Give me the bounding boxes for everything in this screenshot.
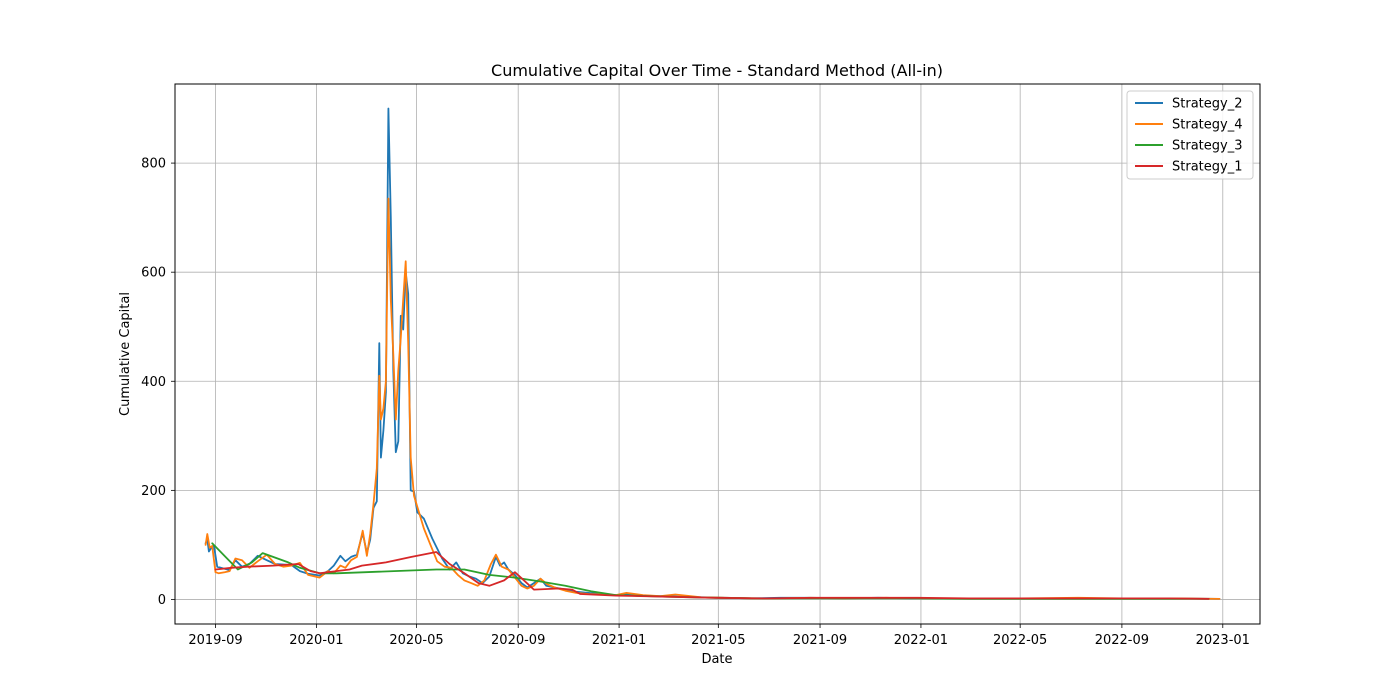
- legend-entry: Strategy_2: [1172, 97, 1242, 112]
- x-tick-label: 2022-05: [993, 633, 1047, 648]
- plot-frame: [174, 83, 1261, 625]
- x-tick-label: 2022-09: [1095, 633, 1149, 648]
- x-tick-label: 2020-09: [491, 633, 545, 648]
- y-tick-label: 0: [158, 593, 166, 608]
- y-tick-label: 200: [141, 484, 166, 499]
- x-tick-label: 2023-01: [1196, 633, 1250, 648]
- x-tick-label: 2021-01: [592, 633, 646, 648]
- legend-entry: Strategy_1: [1172, 160, 1242, 175]
- x-tick-label: 2021-05: [691, 633, 745, 648]
- ticks-layer: 2019-09 2020-01 2020-05 2020-09 2021-01 2021-…: [141, 157, 1250, 648]
- legend: Strategy_2 Strategy_4 Strategy_3 Strategy_1: [1126, 90, 1254, 180]
- legend-entry: Strategy_3: [1172, 139, 1242, 154]
- x-tick-label: 2020-01: [289, 633, 343, 648]
- chart-title: Cumulative Capital Over Time - Standard …: [491, 61, 943, 80]
- x-tick-label: 2021-09: [793, 633, 847, 648]
- x-axis-label: Date: [701, 652, 732, 667]
- x-tick-label: 2022-01: [894, 633, 948, 648]
- x-tick-label: 2019-09: [188, 633, 242, 648]
- y-axis-label: Cumulative Capital: [118, 292, 133, 416]
- grid-layer: [175, 84, 1260, 624]
- series-layer: [204, 107, 1221, 600]
- series-line-strategy-4: [204, 197, 1221, 600]
- y-tick-label: 400: [141, 375, 166, 390]
- legend-entry: Strategy_4: [1172, 118, 1242, 133]
- series-line-strategy-2: [204, 107, 1221, 600]
- y-tick-label: 600: [141, 266, 166, 281]
- series-line-strategy-1: [214, 551, 1210, 600]
- series-line-strategy-3: [211, 542, 1210, 600]
- legend-box: [1126, 90, 1254, 180]
- y-tick-label: 800: [141, 157, 166, 172]
- x-tick-label: 2020-05: [389, 633, 443, 648]
